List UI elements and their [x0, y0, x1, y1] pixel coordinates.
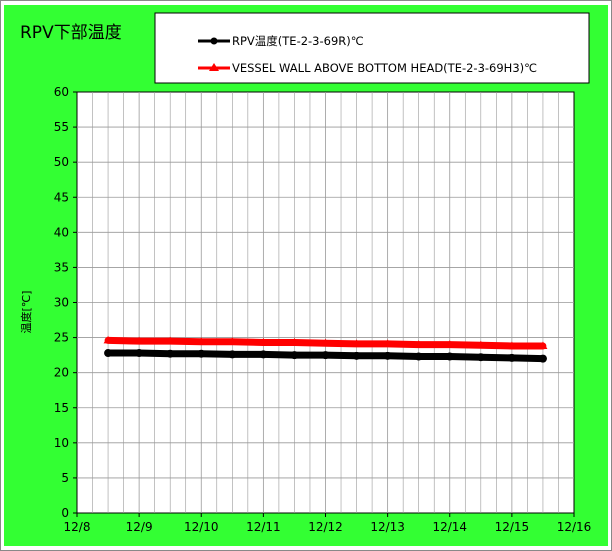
y-tick-label: 30: [54, 296, 69, 310]
chart-title: RPV下部温度: [20, 23, 122, 43]
x-tick-label: 12/13: [370, 520, 405, 534]
series-point-1: [321, 338, 330, 347]
series-point-0: [197, 349, 206, 358]
x-tick-label: 12/11: [246, 520, 281, 534]
series-point-0: [259, 350, 268, 359]
x-tick-label: 12/14: [432, 520, 467, 534]
y-tick-label: 25: [54, 331, 69, 345]
y-tick-label: 40: [54, 225, 69, 239]
y-tick-label: 0: [61, 506, 69, 520]
series-point-0: [507, 353, 516, 362]
y-tick-label: 60: [54, 85, 69, 99]
series-point-0: [538, 354, 547, 363]
y-tick-label: 45: [54, 190, 69, 204]
series-point-0: [290, 351, 299, 360]
legend-marker-vessel: [209, 63, 219, 71]
series-point-1: [476, 340, 486, 349]
axes: 0 5 10 15 20 25 30 35 40 45 50 55 60 12/8 12/9 12/10 12/…: [54, 85, 592, 534]
legend-label-rpv: RPV温度(TE-2-3-69R)℃: [232, 34, 364, 48]
legend: RPV温度(TE-2-3-69R)℃ VESSEL WALL ABOVE BOT…: [154, 12, 590, 84]
x-tick-label: 12/15: [495, 520, 530, 534]
y-tick-label: 20: [54, 366, 69, 380]
series-point-1: [289, 337, 299, 346]
series-point-0: [321, 351, 330, 360]
series-point-1: [227, 337, 237, 345]
y-tick-label: 5: [61, 471, 69, 485]
y-axis-label: 温度[℃]: [19, 291, 33, 334]
legend-label-vessel: VESSEL WALL ABOVE BOTTOM HEAD(TE-2-3-69H…: [232, 61, 537, 75]
x-tick-label: 12/8: [64, 520, 91, 534]
legend-box: [154, 12, 590, 84]
series-point-1: [196, 337, 206, 345]
x-tick-label: 12/10: [184, 520, 219, 534]
y-tick-label: 55: [54, 120, 69, 134]
series-point-0: [135, 349, 144, 358]
series-point-1: [103, 335, 113, 344]
series-point-0: [383, 351, 392, 360]
legend-marker-rpv: [210, 37, 218, 45]
series-point-1: [165, 336, 175, 345]
y-tick-label: 15: [54, 401, 69, 415]
series-point-0: [104, 349, 113, 358]
series-point-0: [228, 350, 237, 359]
series-point-0: [414, 352, 423, 361]
y-tick-label: 50: [54, 155, 69, 169]
y-tick-label: 35: [54, 260, 69, 274]
series-point-0: [476, 353, 485, 362]
series-point-1: [507, 341, 517, 350]
series-point-0: [166, 349, 175, 358]
y-tick-label: 10: [54, 436, 69, 450]
series-point-0: [352, 351, 361, 360]
x-tick-label: 12/12: [308, 520, 343, 534]
series-layer: [103, 335, 548, 363]
grid: [77, 92, 574, 513]
series-point-1: [383, 339, 393, 347]
x-tick-label: 12/16: [557, 520, 592, 534]
series-point-1: [445, 340, 455, 348]
series-point-1: [134, 336, 144, 345]
series-point-1: [414, 340, 424, 348]
x-tick-label: 12/9: [126, 520, 153, 534]
series-point-1: [538, 341, 548, 350]
series-point-1: [352, 339, 362, 347]
series-point-1: [258, 337, 268, 346]
series-point-0: [445, 352, 454, 361]
